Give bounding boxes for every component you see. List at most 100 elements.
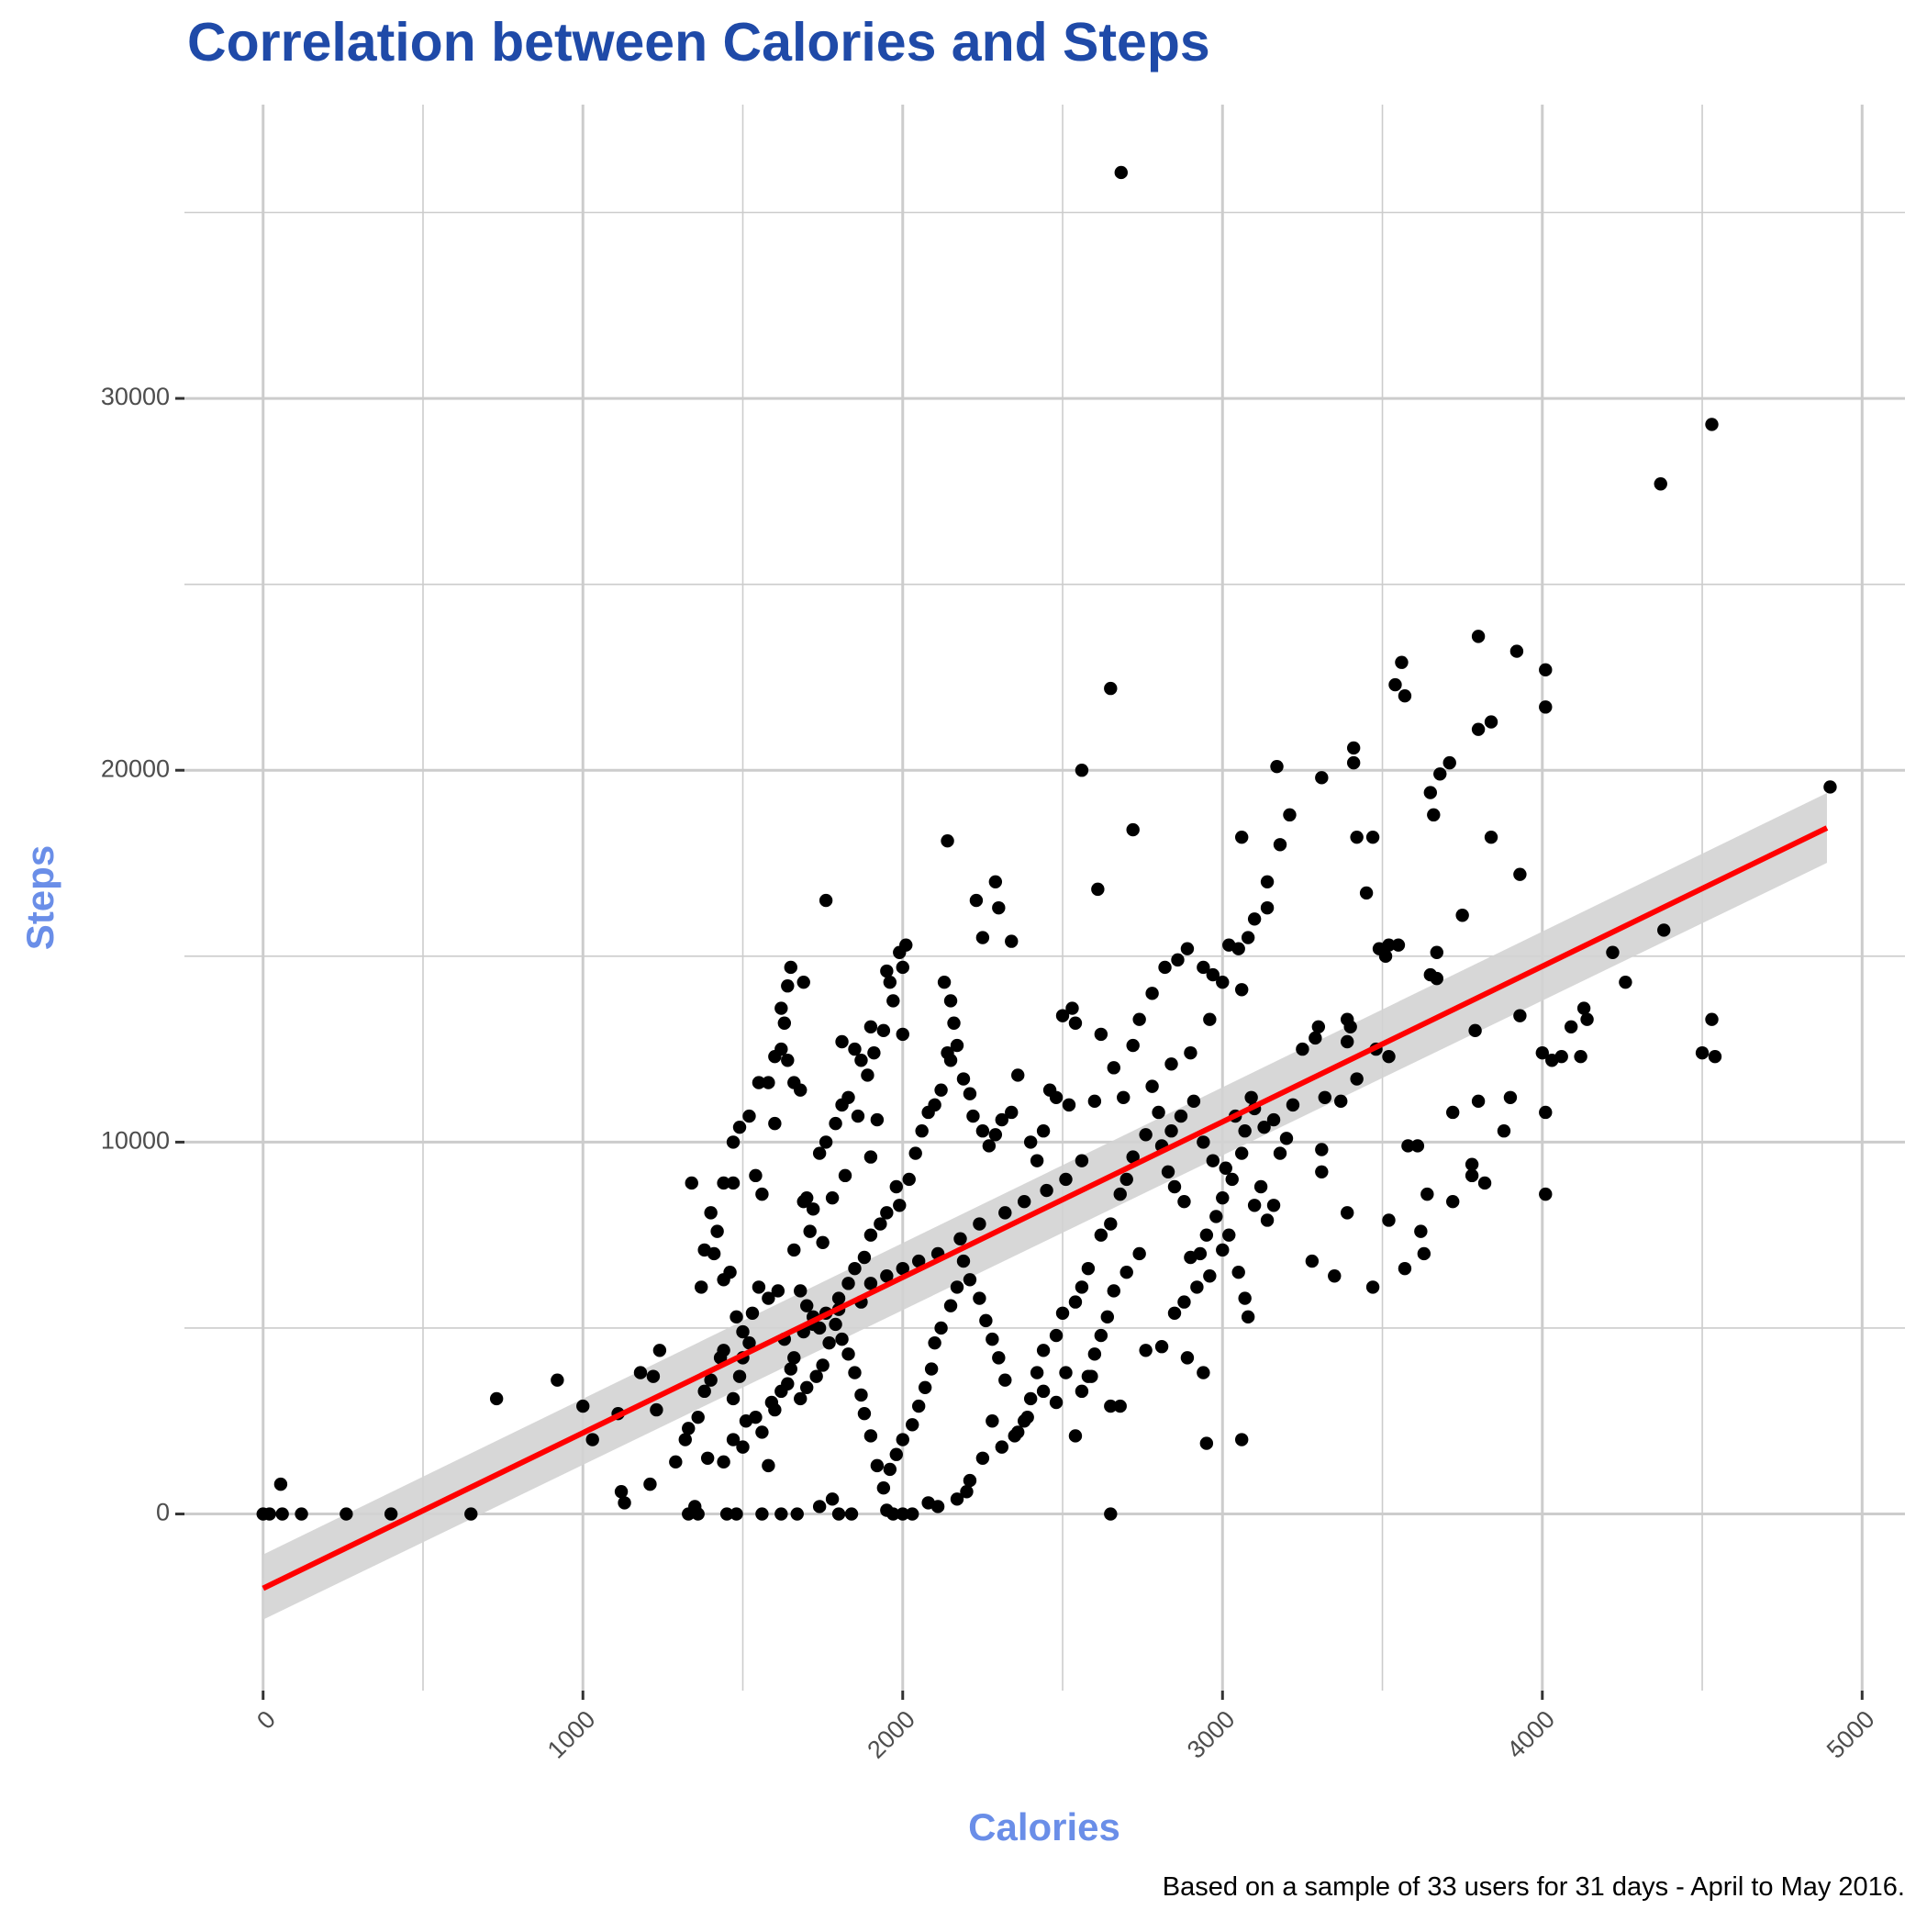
point <box>1068 1295 1083 1309</box>
point <box>1365 1280 1380 1294</box>
point <box>1167 1179 1182 1194</box>
point <box>883 1462 897 1477</box>
point <box>1104 1507 1118 1521</box>
point <box>633 1366 648 1379</box>
point <box>943 994 958 1008</box>
point <box>1477 1176 1492 1190</box>
point <box>1219 1161 1232 1175</box>
point <box>1247 1199 1262 1212</box>
point <box>1171 953 1185 967</box>
point <box>726 1391 741 1406</box>
point <box>1497 1124 1511 1138</box>
point <box>1094 1228 1108 1242</box>
point <box>831 1291 846 1305</box>
point <box>691 1507 705 1521</box>
point <box>1410 1139 1425 1153</box>
point <box>1075 764 1089 777</box>
point <box>880 1269 894 1283</box>
point <box>825 1190 840 1205</box>
point <box>1203 1012 1217 1026</box>
point <box>953 1232 967 1245</box>
point <box>1465 1157 1479 1171</box>
point <box>1234 1146 1249 1160</box>
point <box>1055 1306 1070 1320</box>
point <box>1606 945 1620 959</box>
point <box>732 1369 747 1383</box>
point <box>1234 983 1249 997</box>
point <box>1094 1328 1108 1343</box>
point <box>1283 808 1297 822</box>
point <box>1167 1306 1182 1320</box>
point <box>1094 1027 1108 1042</box>
point <box>1197 1366 1210 1379</box>
point <box>1030 1154 1044 1167</box>
point <box>732 1120 747 1134</box>
point <box>1442 755 1456 770</box>
point <box>1391 938 1406 952</box>
y-tick-label: 20000 <box>101 754 170 782</box>
point <box>822 1335 836 1350</box>
point <box>704 1373 718 1387</box>
point <box>1340 1034 1354 1049</box>
point <box>719 1507 734 1521</box>
point <box>295 1507 308 1521</box>
point <box>1062 1098 1076 1112</box>
point <box>1305 1254 1320 1268</box>
point <box>928 1335 941 1350</box>
point <box>1199 1228 1214 1242</box>
point <box>1318 1090 1331 1104</box>
point <box>1340 1206 1354 1220</box>
point <box>1350 1072 1364 1086</box>
point <box>1206 1154 1220 1167</box>
point <box>800 1299 814 1312</box>
point <box>831 1507 846 1521</box>
point <box>762 1076 775 1089</box>
x-tick-label: 4000 <box>1501 1705 1560 1764</box>
point <box>1471 722 1486 736</box>
point <box>1222 1228 1236 1242</box>
point <box>1152 1105 1165 1120</box>
point <box>1113 1399 1127 1413</box>
point <box>928 1098 941 1112</box>
point <box>854 1054 868 1067</box>
point <box>1705 418 1719 431</box>
point <box>1145 1079 1159 1093</box>
point <box>880 1206 894 1220</box>
point <box>1346 741 1361 755</box>
point <box>1423 786 1438 799</box>
point <box>762 1291 775 1305</box>
point <box>876 1480 891 1495</box>
point <box>1359 886 1374 900</box>
point <box>1011 1425 1025 1439</box>
point <box>768 1050 782 1064</box>
point <box>1513 867 1527 881</box>
point <box>838 1168 852 1183</box>
x-tick-label: 2000 <box>862 1705 920 1764</box>
x-tick-label: 1000 <box>542 1705 601 1764</box>
point <box>1075 1384 1089 1399</box>
point <box>1346 755 1361 770</box>
point <box>1081 1369 1096 1383</box>
point <box>784 960 797 975</box>
point <box>1197 1135 1210 1149</box>
point <box>1270 759 1284 774</box>
point <box>275 1507 289 1521</box>
point <box>781 1054 795 1067</box>
point <box>643 1477 657 1491</box>
point <box>1017 1195 1031 1209</box>
point <box>1119 1265 1133 1279</box>
fit-line-layer <box>262 825 1829 1591</box>
point <box>880 1503 894 1517</box>
point <box>812 1146 827 1160</box>
point <box>1401 1139 1415 1153</box>
point <box>1539 1105 1553 1120</box>
point <box>1203 1269 1217 1283</box>
point <box>1036 1384 1051 1399</box>
point <box>736 1440 750 1454</box>
point <box>998 1373 1012 1387</box>
point <box>1257 1120 1271 1134</box>
point <box>950 1038 964 1053</box>
point <box>906 1507 919 1521</box>
point <box>694 1280 708 1294</box>
